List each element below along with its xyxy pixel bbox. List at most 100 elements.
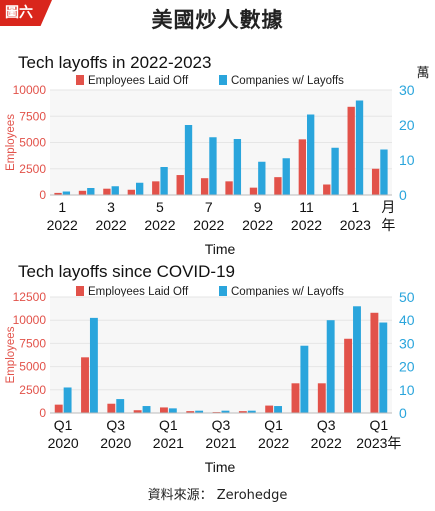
x-tick-label: 1 bbox=[351, 199, 359, 215]
bar-companies bbox=[307, 114, 315, 195]
bar-laid-off bbox=[159, 407, 168, 413]
bar-laid-off bbox=[371, 168, 380, 195]
bar-laid-off bbox=[265, 405, 274, 413]
bar-laid-off bbox=[54, 404, 63, 413]
y-tick-label: 7500 bbox=[19, 109, 46, 123]
bar-laid-off bbox=[107, 403, 116, 413]
bar-companies bbox=[300, 345, 309, 413]
y-tick-label: 2500 bbox=[19, 383, 46, 397]
x-tick-label: Q3 bbox=[212, 417, 231, 433]
source-note: 資料來源： Zerohedge bbox=[147, 488, 288, 503]
bar-laid-off bbox=[238, 411, 247, 413]
bar-laid-off bbox=[344, 338, 353, 413]
y-tick-label: 7500 bbox=[19, 336, 46, 350]
x-tick-label: 2022 bbox=[291, 217, 322, 233]
chart-title: Tech layoffs since COVID-19 bbox=[18, 262, 235, 281]
bar-companies bbox=[116, 399, 125, 413]
bar-laid-off bbox=[186, 411, 195, 413]
bar-companies bbox=[221, 410, 230, 413]
bar-laid-off bbox=[127, 189, 135, 195]
x-tick-label: 5 bbox=[156, 199, 164, 215]
x-tick-label: 月 bbox=[381, 199, 395, 215]
x-tick-label: Q3 bbox=[317, 417, 336, 433]
bar-companies bbox=[89, 317, 98, 413]
bar-laid-off bbox=[317, 383, 326, 413]
x-tick-label: 2022 bbox=[242, 217, 273, 233]
bar-companies bbox=[282, 158, 290, 195]
legend-label: Employees Laid Off bbox=[88, 75, 189, 87]
x-tick-label: 2023年 bbox=[356, 435, 401, 451]
y2-tick-label: 20 bbox=[399, 117, 415, 133]
legend-label: Companies w/ Layoffs bbox=[231, 75, 344, 87]
x-tick-label: Q3 bbox=[106, 417, 125, 433]
x-tick-label: 7 bbox=[205, 199, 213, 215]
x-tick-label: Q1 bbox=[264, 417, 283, 433]
bar-companies bbox=[160, 167, 168, 195]
bar-companies bbox=[274, 406, 283, 413]
bar-companies bbox=[111, 186, 119, 195]
bar-companies bbox=[62, 191, 71, 195]
bar-laid-off bbox=[347, 106, 355, 195]
x-tick-label: 11 bbox=[299, 199, 314, 215]
y2-tick-label: 0 bbox=[399, 187, 407, 203]
legend-swatch-laid-off bbox=[76, 75, 84, 85]
bar-companies bbox=[326, 320, 335, 413]
chart-title: Tech layoffs in 2022-2023 bbox=[18, 53, 211, 72]
bar-laid-off bbox=[54, 192, 62, 195]
y2-tick-label: 30 bbox=[399, 335, 415, 351]
bar-laid-off bbox=[323, 184, 331, 195]
legend-label: Companies w/ Layoffs bbox=[231, 286, 344, 298]
x-tick-label: 2023 bbox=[340, 217, 371, 233]
x-tick-label: 2021 bbox=[205, 435, 236, 451]
x-axis-label: Time bbox=[205, 241, 236, 257]
x-tick-label: 2022 bbox=[144, 217, 175, 233]
bar-laid-off bbox=[152, 181, 160, 195]
bar-companies bbox=[184, 125, 193, 195]
x-tick-label: 3 bbox=[107, 199, 115, 215]
y2-tick-label: 30 bbox=[399, 82, 415, 98]
x-tick-label: 2021 bbox=[153, 435, 184, 451]
bar-laid-off bbox=[81, 357, 89, 413]
y-tick-label: 2500 bbox=[19, 162, 46, 176]
bar-laid-off bbox=[225, 181, 233, 195]
y-tick-label: 0 bbox=[39, 188, 46, 202]
x-tick-label: 2022 bbox=[193, 217, 224, 233]
figure-tag: 圖六 bbox=[0, 0, 52, 26]
bar-companies bbox=[233, 139, 242, 195]
bar-companies bbox=[331, 147, 339, 195]
x-axis-label: Time bbox=[205, 459, 236, 475]
x-tick-label: 年 bbox=[381, 217, 395, 233]
legend-label: Employees Laid Off bbox=[88, 286, 189, 298]
bar-laid-off bbox=[274, 177, 282, 195]
x-tick-label: 2020 bbox=[100, 435, 131, 451]
y2-tick-label: 50 bbox=[399, 289, 415, 305]
x-tick-label: 2022 bbox=[95, 217, 126, 233]
bar-laid-off bbox=[249, 187, 258, 195]
main-title: 美國炒人數據 bbox=[151, 8, 284, 32]
x-tick-label: 9 bbox=[254, 199, 262, 215]
bar-companies bbox=[247, 410, 256, 413]
x-tick-label: 2020 bbox=[48, 435, 79, 451]
legend-swatch-companies bbox=[219, 75, 227, 85]
y2-tick-label: 40 bbox=[399, 312, 415, 328]
bar-companies bbox=[258, 161, 266, 195]
y-tick-label: 10000 bbox=[13, 313, 47, 327]
bar-companies bbox=[209, 137, 217, 195]
y-tick-label: 5000 bbox=[19, 136, 46, 150]
bar-companies bbox=[195, 410, 204, 413]
legend-swatch-companies bbox=[219, 286, 227, 296]
x-tick-label: 2022 bbox=[47, 217, 78, 233]
bar-laid-off bbox=[200, 178, 209, 195]
plot-area bbox=[50, 297, 392, 413]
bar-laid-off bbox=[370, 312, 379, 413]
bar-laid-off bbox=[176, 175, 184, 195]
bar-companies bbox=[87, 188, 95, 195]
y-tick-label: 12500 bbox=[13, 290, 47, 304]
y2-tick-label: 10 bbox=[399, 382, 415, 398]
bar-companies bbox=[63, 387, 72, 413]
bar-laid-off bbox=[298, 139, 306, 195]
x-tick-label: 2022 bbox=[311, 435, 342, 451]
bar-companies bbox=[355, 100, 364, 195]
bar-laid-off bbox=[133, 410, 142, 413]
